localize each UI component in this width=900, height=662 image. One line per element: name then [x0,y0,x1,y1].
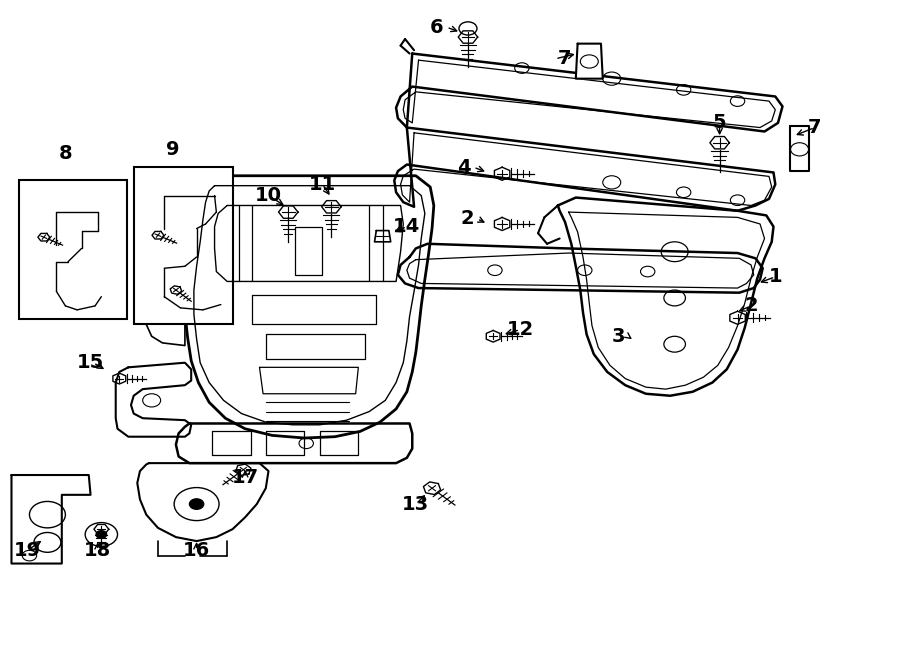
Polygon shape [789,126,809,171]
Text: 11: 11 [309,175,336,194]
Bar [134,167,232,324]
Text: 5: 5 [713,113,726,132]
Text: 10: 10 [255,186,282,205]
Polygon shape [398,244,762,293]
Text: 15: 15 [77,354,104,372]
Text: 4: 4 [457,158,471,177]
Text: 18: 18 [84,541,112,560]
Polygon shape [558,197,773,396]
Text: 14: 14 [393,217,420,236]
Text: 7: 7 [558,50,572,68]
Polygon shape [394,128,775,211]
Text: 7: 7 [808,118,822,137]
Text: 3: 3 [612,327,625,346]
Text: 9: 9 [166,140,180,159]
Circle shape [96,530,107,538]
Polygon shape [576,44,603,79]
Text: 16: 16 [183,541,211,560]
Text: 8: 8 [58,144,72,164]
Polygon shape [147,291,184,346]
Polygon shape [176,424,412,463]
Text: 19: 19 [14,541,41,560]
Text: 1: 1 [769,267,782,287]
Polygon shape [12,475,91,563]
Polygon shape [396,54,782,132]
Text: 17: 17 [231,468,258,487]
Circle shape [189,498,203,509]
Polygon shape [184,175,434,438]
Text: 13: 13 [402,495,429,514]
Bar [19,180,127,319]
Text: 12: 12 [507,320,534,339]
Text: 2: 2 [744,297,758,315]
Text: 6: 6 [430,18,444,36]
Polygon shape [138,463,268,541]
Text: 2: 2 [461,209,474,228]
Polygon shape [116,363,191,437]
